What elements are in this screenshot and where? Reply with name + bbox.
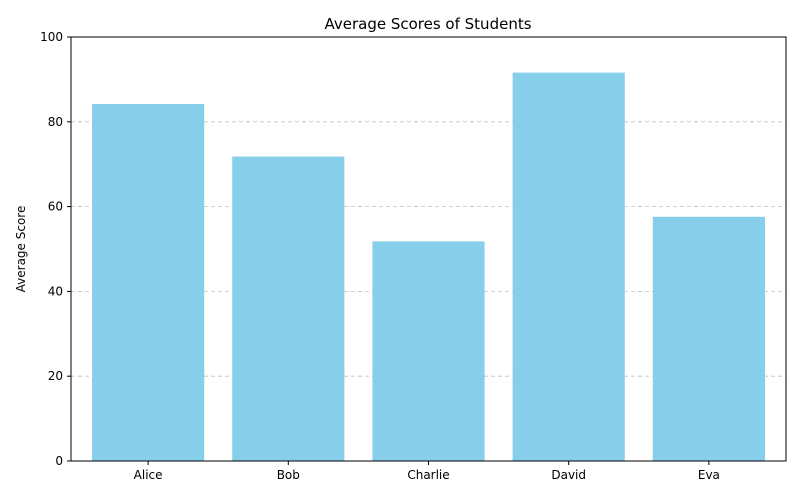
y-tick-label: 80 <box>48 115 63 129</box>
y-tick-label: 40 <box>48 284 63 298</box>
x-tick-label: David <box>551 468 586 482</box>
y-ticks: 0 20 40 60 80 100 <box>40 30 71 468</box>
bar-eva <box>652 216 765 461</box>
x-tick-label: Alice <box>134 468 163 482</box>
x-tick-label: Charlie <box>407 468 449 482</box>
y-tick-label: 60 <box>48 200 63 214</box>
bar-david <box>512 72 625 461</box>
bar-charlie <box>372 241 485 461</box>
y-tick-label: 0 <box>55 454 63 468</box>
x-ticks: Alice Bob Charlie David Eva <box>134 461 720 482</box>
y-tick-label: 20 <box>48 369 63 383</box>
y-axis-label: Average Score <box>14 206 28 293</box>
bar-bob <box>232 156 345 461</box>
bars <box>92 72 765 461</box>
y-tick-label: 100 <box>40 30 63 44</box>
x-tick-label: Eva <box>698 468 720 482</box>
x-tick-label: Bob <box>277 468 300 482</box>
bar-alice <box>92 103 205 461</box>
chart-title: Average Scores of Students <box>324 15 531 33</box>
